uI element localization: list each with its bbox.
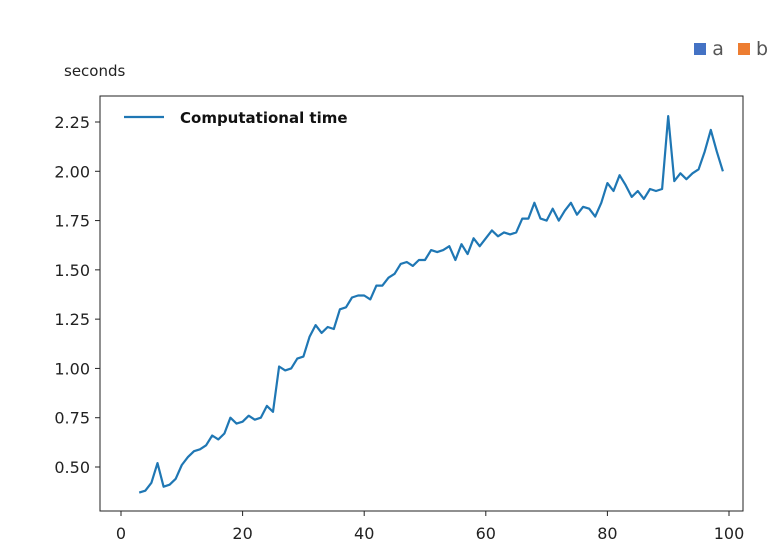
y-tick-label: 0.75 xyxy=(54,409,90,428)
x-tick-label: 40 xyxy=(354,524,374,543)
x-tick-label: 60 xyxy=(476,524,496,543)
legend-swatch-a xyxy=(694,43,707,55)
y-tick-label: 1.25 xyxy=(54,310,90,329)
plot-frame xyxy=(99,95,744,512)
x-tick-label: 80 xyxy=(597,524,617,543)
legend-label-b: b xyxy=(755,38,768,60)
y-tick-label: 2.00 xyxy=(54,162,90,181)
x-tick-label: 20 xyxy=(232,524,252,543)
legend-label-a: a xyxy=(712,38,724,60)
x-tick-label: 0 xyxy=(116,524,126,543)
series-line-computational-time xyxy=(138,114,724,494)
legend-swatch-b xyxy=(737,43,750,55)
legend-item-a: a xyxy=(694,38,724,60)
y-tick-label: 1.00 xyxy=(54,359,90,378)
y-tick-label: 2.25 xyxy=(54,113,90,132)
legend-item-b: b xyxy=(737,38,768,60)
y-tick-label: 1.50 xyxy=(54,261,90,280)
x-tick-label: 100 xyxy=(714,524,745,543)
y-axis-unit-label: seconds xyxy=(64,62,126,80)
y-tick-label: 0.50 xyxy=(54,458,90,477)
top-legend: a b xyxy=(694,38,768,60)
y-tick-label: 1.75 xyxy=(54,212,90,231)
legend-label-computational-time: Computational time xyxy=(180,109,348,127)
